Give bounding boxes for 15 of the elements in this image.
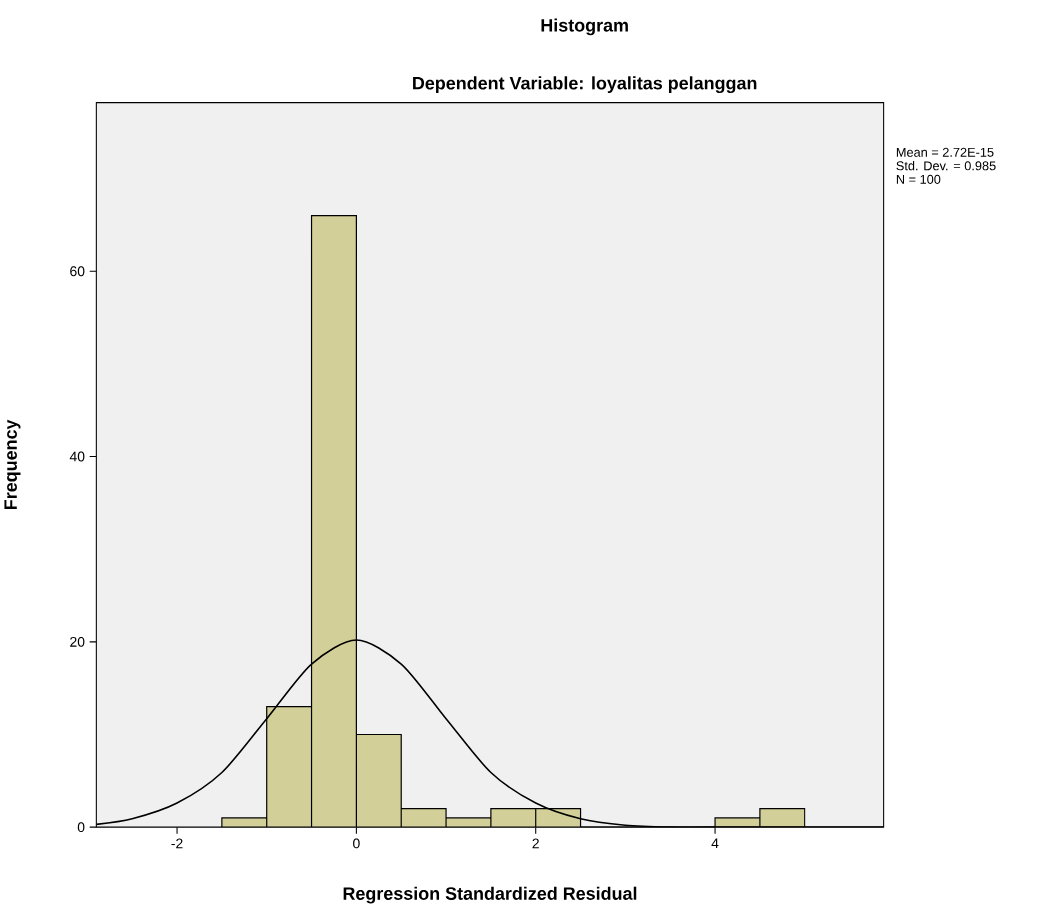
y-axis-title: Frequency (4, 419, 21, 510)
y-tick-label: 20 (70, 637, 85, 647)
text: N = 100 (896, 174, 941, 184)
x-tick-label: 2 (532, 838, 539, 849)
x-tick-label: -2 (171, 838, 183, 849)
x-axis-title: Regression Standardized Residual (343, 886, 637, 904)
y-tick-label: 40 (69, 451, 85, 462)
y-tick-label: 0 (77, 822, 85, 833)
text: Mean = 2.72E-15 (896, 147, 994, 157)
x-tick-label: 0 (353, 838, 360, 849)
x-tick-label: 4 (711, 838, 719, 849)
chart-title: Histogram (541, 18, 628, 36)
chart-subtitle: Dependent Variable: loyalitas pelanggan (413, 76, 757, 94)
y-tick-label: 60 (70, 266, 85, 277)
text: Std. Dev. = 0.985 (896, 161, 996, 171)
